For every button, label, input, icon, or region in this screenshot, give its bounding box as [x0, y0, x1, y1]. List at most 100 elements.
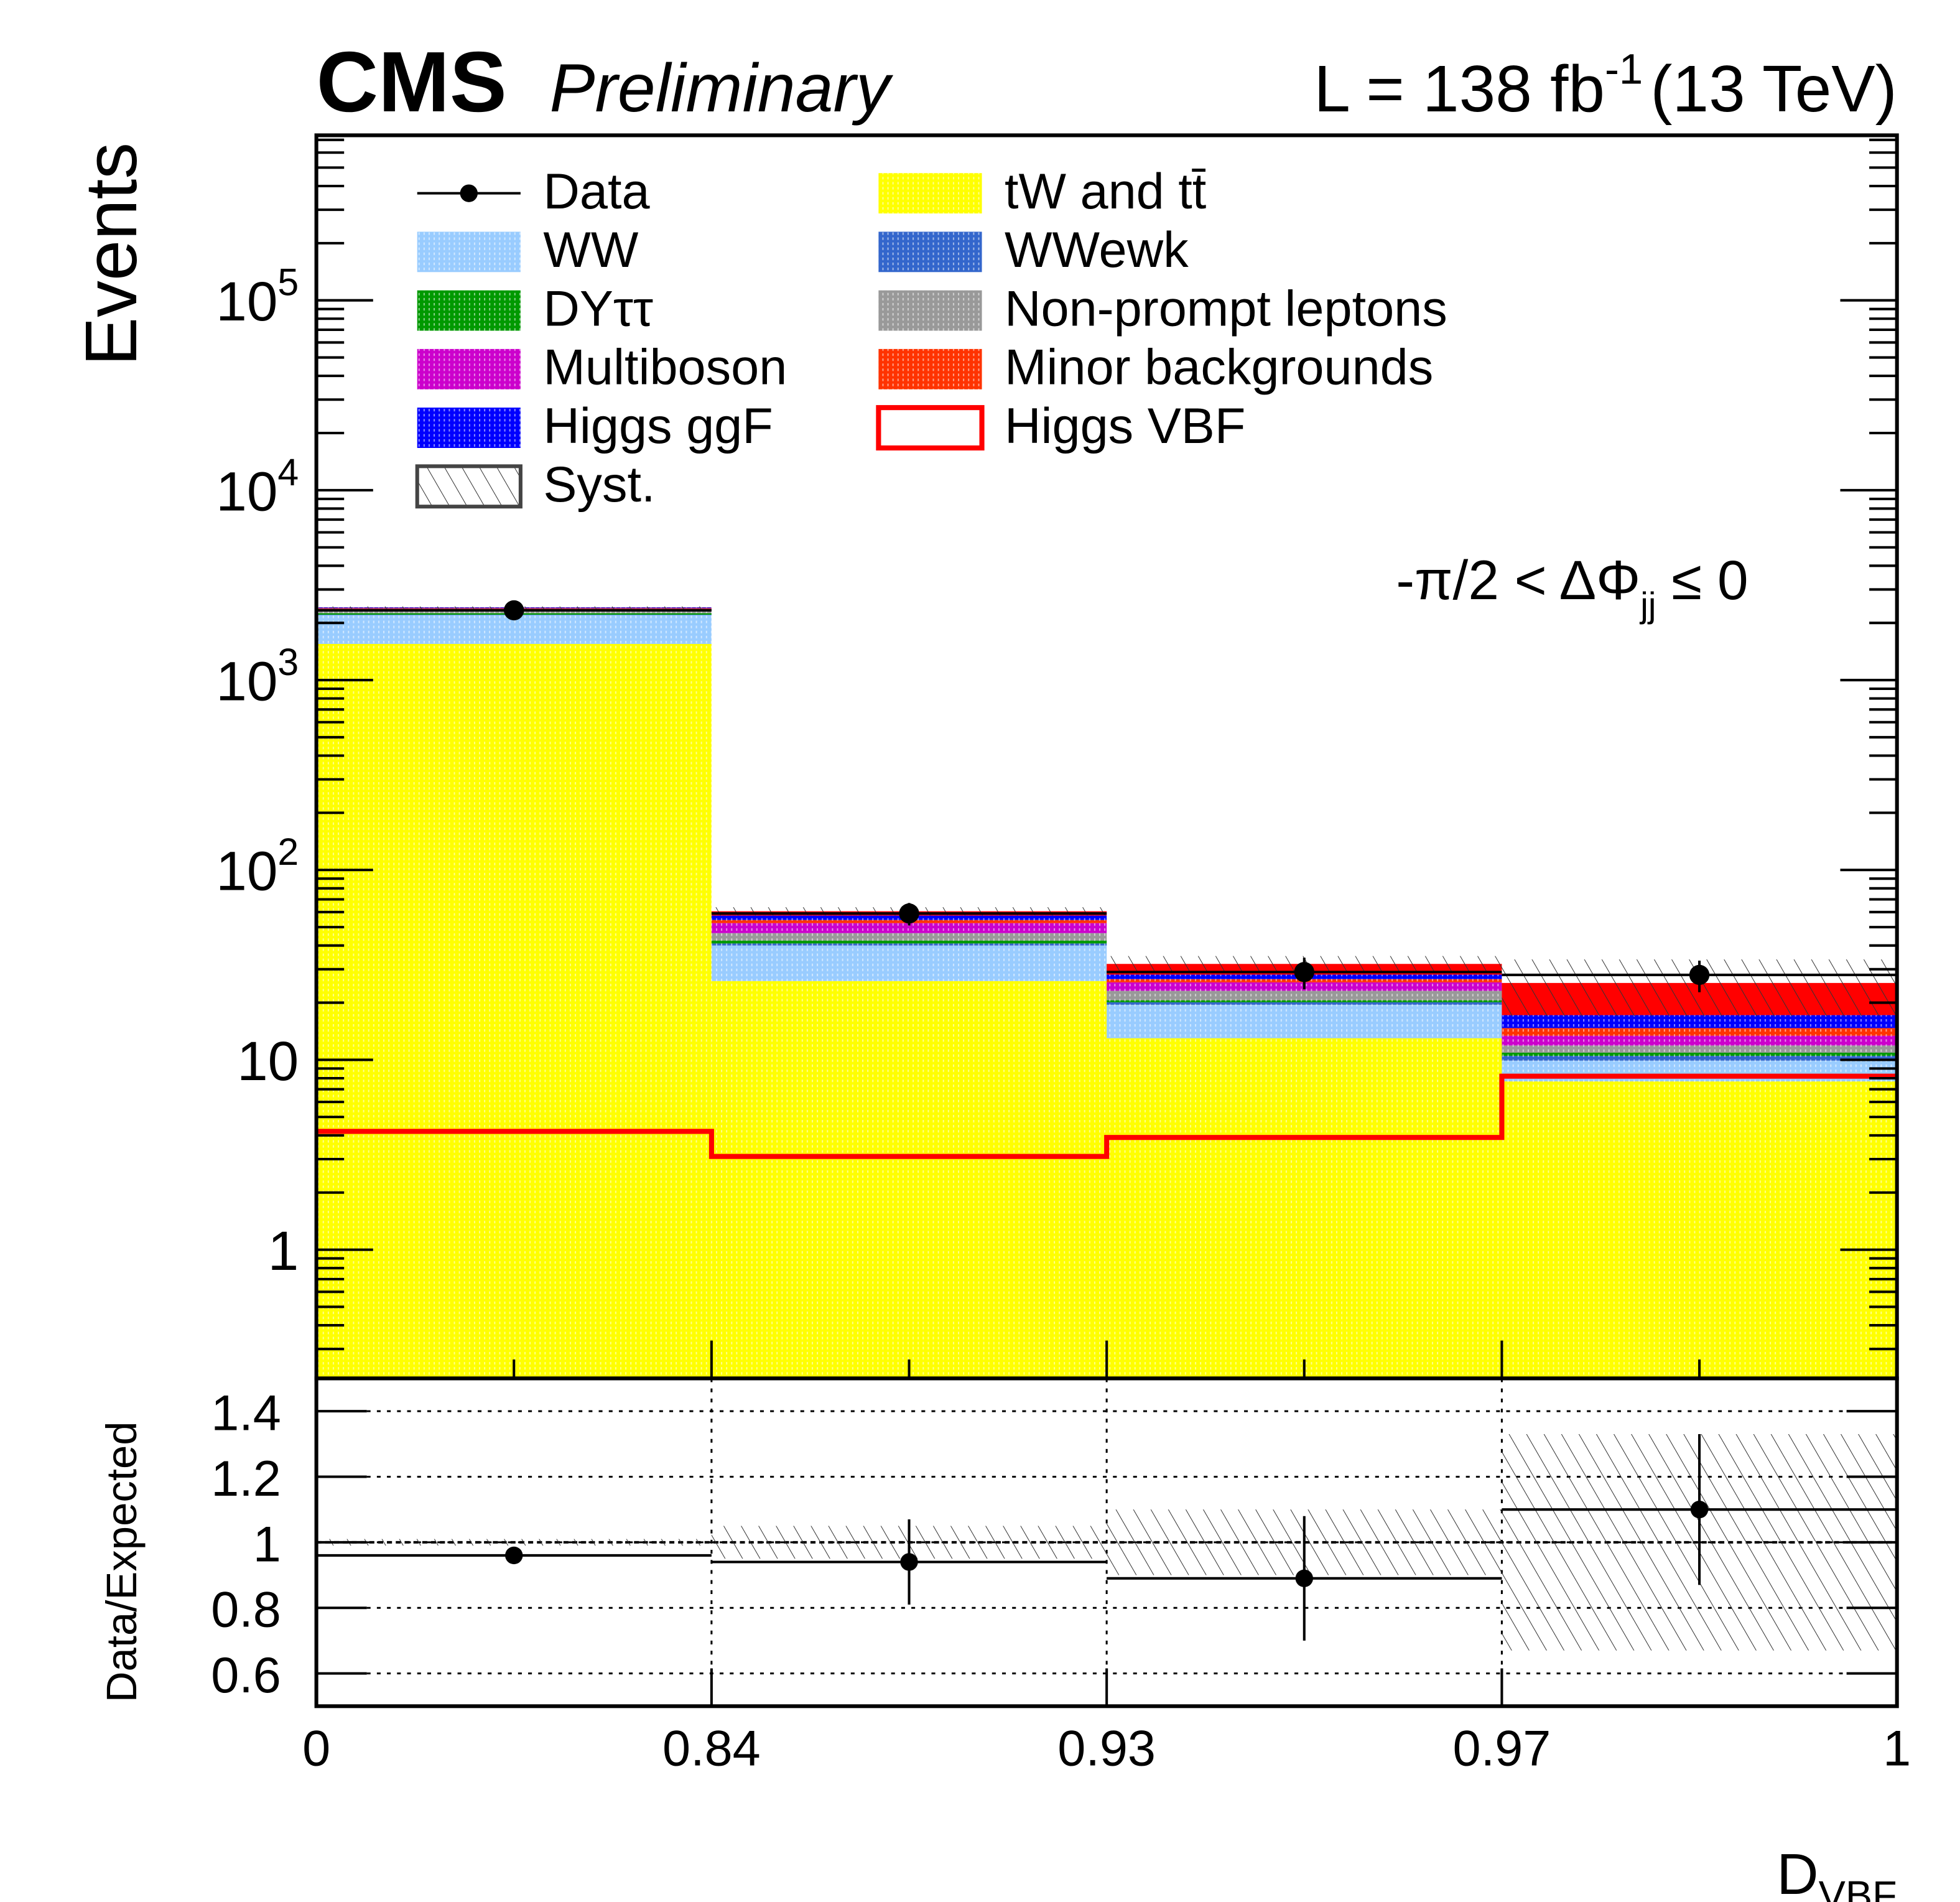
legend-label: Data — [543, 164, 650, 220]
ratio-panel — [316, 1378, 1897, 1707]
stack-bar-texture — [1502, 1015, 1897, 1028]
annotation-sub: jj — [1639, 586, 1656, 625]
legend-item: WW — [417, 222, 639, 278]
y-tick-label: 1 — [268, 1219, 299, 1282]
legend-item: Data — [417, 164, 650, 220]
data-point-bin3 — [1294, 962, 1314, 982]
stack-bar-texture — [711, 945, 1107, 981]
x-tick-label: 1 — [1883, 1721, 1911, 1777]
legend-item: Non-prompt leptons — [878, 281, 1447, 337]
y-tick-label: 103 — [216, 641, 299, 712]
data-point-bin4 — [1689, 964, 1710, 986]
stack-bar-texture — [1502, 1081, 1897, 1379]
legend-label: Minor backgrounds — [1005, 340, 1433, 396]
ratio-content — [316, 1434, 1897, 1651]
x-axis-label-main: D — [1777, 1842, 1818, 1902]
stack-bar-texture — [1107, 1004, 1502, 1038]
preliminary-label: Preliminary — [549, 50, 893, 126]
x-axis-label: DVBF — [1777, 1842, 1897, 1902]
legend-label: Syst. — [543, 457, 655, 513]
stack-bar-texture — [1502, 1052, 1897, 1056]
legend-label: WWewk — [1005, 222, 1189, 278]
x-tick-label: 0 — [302, 1721, 330, 1777]
ratio-y-tick-label: 1.4 — [211, 1386, 281, 1442]
legend-swatch-texture — [417, 290, 521, 331]
x-tick-label: 0.84 — [662, 1721, 761, 1777]
y-tick-label: 102 — [216, 831, 299, 902]
stack-bar-texture — [1502, 1055, 1897, 1061]
legend-label: Higgs ggF — [543, 398, 773, 454]
data-point-bin2 — [899, 903, 919, 924]
legend-item: Multiboson — [417, 340, 787, 396]
y-tick-label: 104 — [216, 451, 299, 523]
legend-label: tW and tt̄ — [1005, 164, 1206, 220]
legend-data-marker — [460, 184, 478, 202]
legend-swatch-texture — [878, 231, 982, 273]
ratio-y-tick-label: 1 — [253, 1516, 281, 1572]
x-tick-label: 0.97 — [1453, 1721, 1551, 1777]
stack-bar-texture — [1502, 1028, 1897, 1036]
higgs-vbf-line — [316, 1073, 1897, 1159]
region-annotation: -π/2 < ΔΦjj ≤ 0 — [1396, 549, 1748, 625]
data-point-bin1 — [504, 600, 524, 621]
cms-label: CMS — [317, 34, 507, 130]
stack-bar-texture — [711, 981, 1107, 1379]
main-overlay — [316, 600, 1897, 1159]
legend-label: Non-prompt leptons — [1005, 281, 1447, 337]
ratio-y-tick-label: 0.6 — [211, 1648, 281, 1704]
stack-bar-texture — [1502, 1045, 1897, 1053]
legend-swatch-texture — [417, 348, 521, 389]
legend-item: Higgs ggF — [417, 398, 773, 454]
ratio-point-bin2 — [900, 1553, 918, 1571]
legend-vbf-swatch — [876, 405, 985, 451]
annotation-text: -π/2 < ΔΦ — [1396, 549, 1640, 611]
y-axis-label: Events — [70, 142, 152, 366]
legend-item: Minor backgrounds — [878, 340, 1433, 396]
stack-bar-texture — [316, 643, 712, 1379]
ratio-point-bin1 — [505, 1546, 523, 1565]
ratio-point-bin4 — [1690, 1500, 1709, 1519]
lumi-text: L = 138 fb — [1314, 53, 1605, 126]
stack-bar-texture — [711, 943, 1107, 946]
ratio-y-tick-label: 1.2 — [211, 1451, 281, 1507]
ratio-y-axis-label: Data/Expected — [98, 1421, 146, 1702]
stack-bar-texture — [1107, 1038, 1502, 1379]
stack-bar-texture — [711, 940, 1107, 944]
legend-label: WW — [543, 222, 638, 278]
legend-label: DYττ — [543, 281, 653, 337]
lumi-exponent: -1 — [1605, 45, 1643, 93]
stack-bar-texture — [1107, 1002, 1502, 1005]
legend-item: Syst. — [415, 457, 656, 513]
legend-item: DYττ — [417, 281, 653, 337]
x-axis-label-sub: VBF — [1819, 1873, 1897, 1902]
legend-label: Multiboson — [543, 340, 787, 396]
stack-bar-texture — [1107, 991, 1502, 1000]
ratio-point-bin3 — [1295, 1569, 1313, 1588]
stack-bar-texture — [1502, 1035, 1897, 1046]
axes: 1 10 102 103 104 105 0.6 0.8 1 1.2 1.4 0 0.84 0.93 0.9… — [211, 133, 1911, 1777]
stacked-histogram — [316, 607, 1897, 1379]
legend-swatch-texture — [417, 231, 521, 273]
ratio-syst-band-bin1 — [316, 1539, 712, 1546]
annotation-suffix: ≤ 0 — [1656, 549, 1749, 611]
stack-bar-texture — [711, 923, 1107, 933]
stack-bar-texture — [1107, 1000, 1502, 1002]
legend-swatch-texture — [878, 173, 982, 214]
stack-bar-texture — [711, 933, 1107, 941]
legend-label: Higgs VBF — [1005, 398, 1245, 454]
energy-text: (13 TeV) — [1650, 53, 1897, 126]
legend-item: Higgs VBF — [876, 398, 1245, 454]
legend-item: tW and tt̄ — [878, 164, 1206, 220]
lumi-label: L = 138 fb-1 (13 TeV) — [1314, 45, 1897, 126]
legend-syst-swatch — [415, 464, 523, 509]
ratio-y-tick-label: 0.8 — [211, 1582, 281, 1638]
legend-swatch-texture — [878, 290, 982, 331]
legend-swatch-texture — [878, 348, 982, 389]
y-tick-label: 10 — [237, 1030, 299, 1092]
x-tick-label: 0.93 — [1057, 1721, 1156, 1777]
legend-item: WWewk — [878, 222, 1189, 278]
legend-swatch-texture — [417, 408, 521, 448]
y-tick-label: 105 — [216, 261, 299, 333]
